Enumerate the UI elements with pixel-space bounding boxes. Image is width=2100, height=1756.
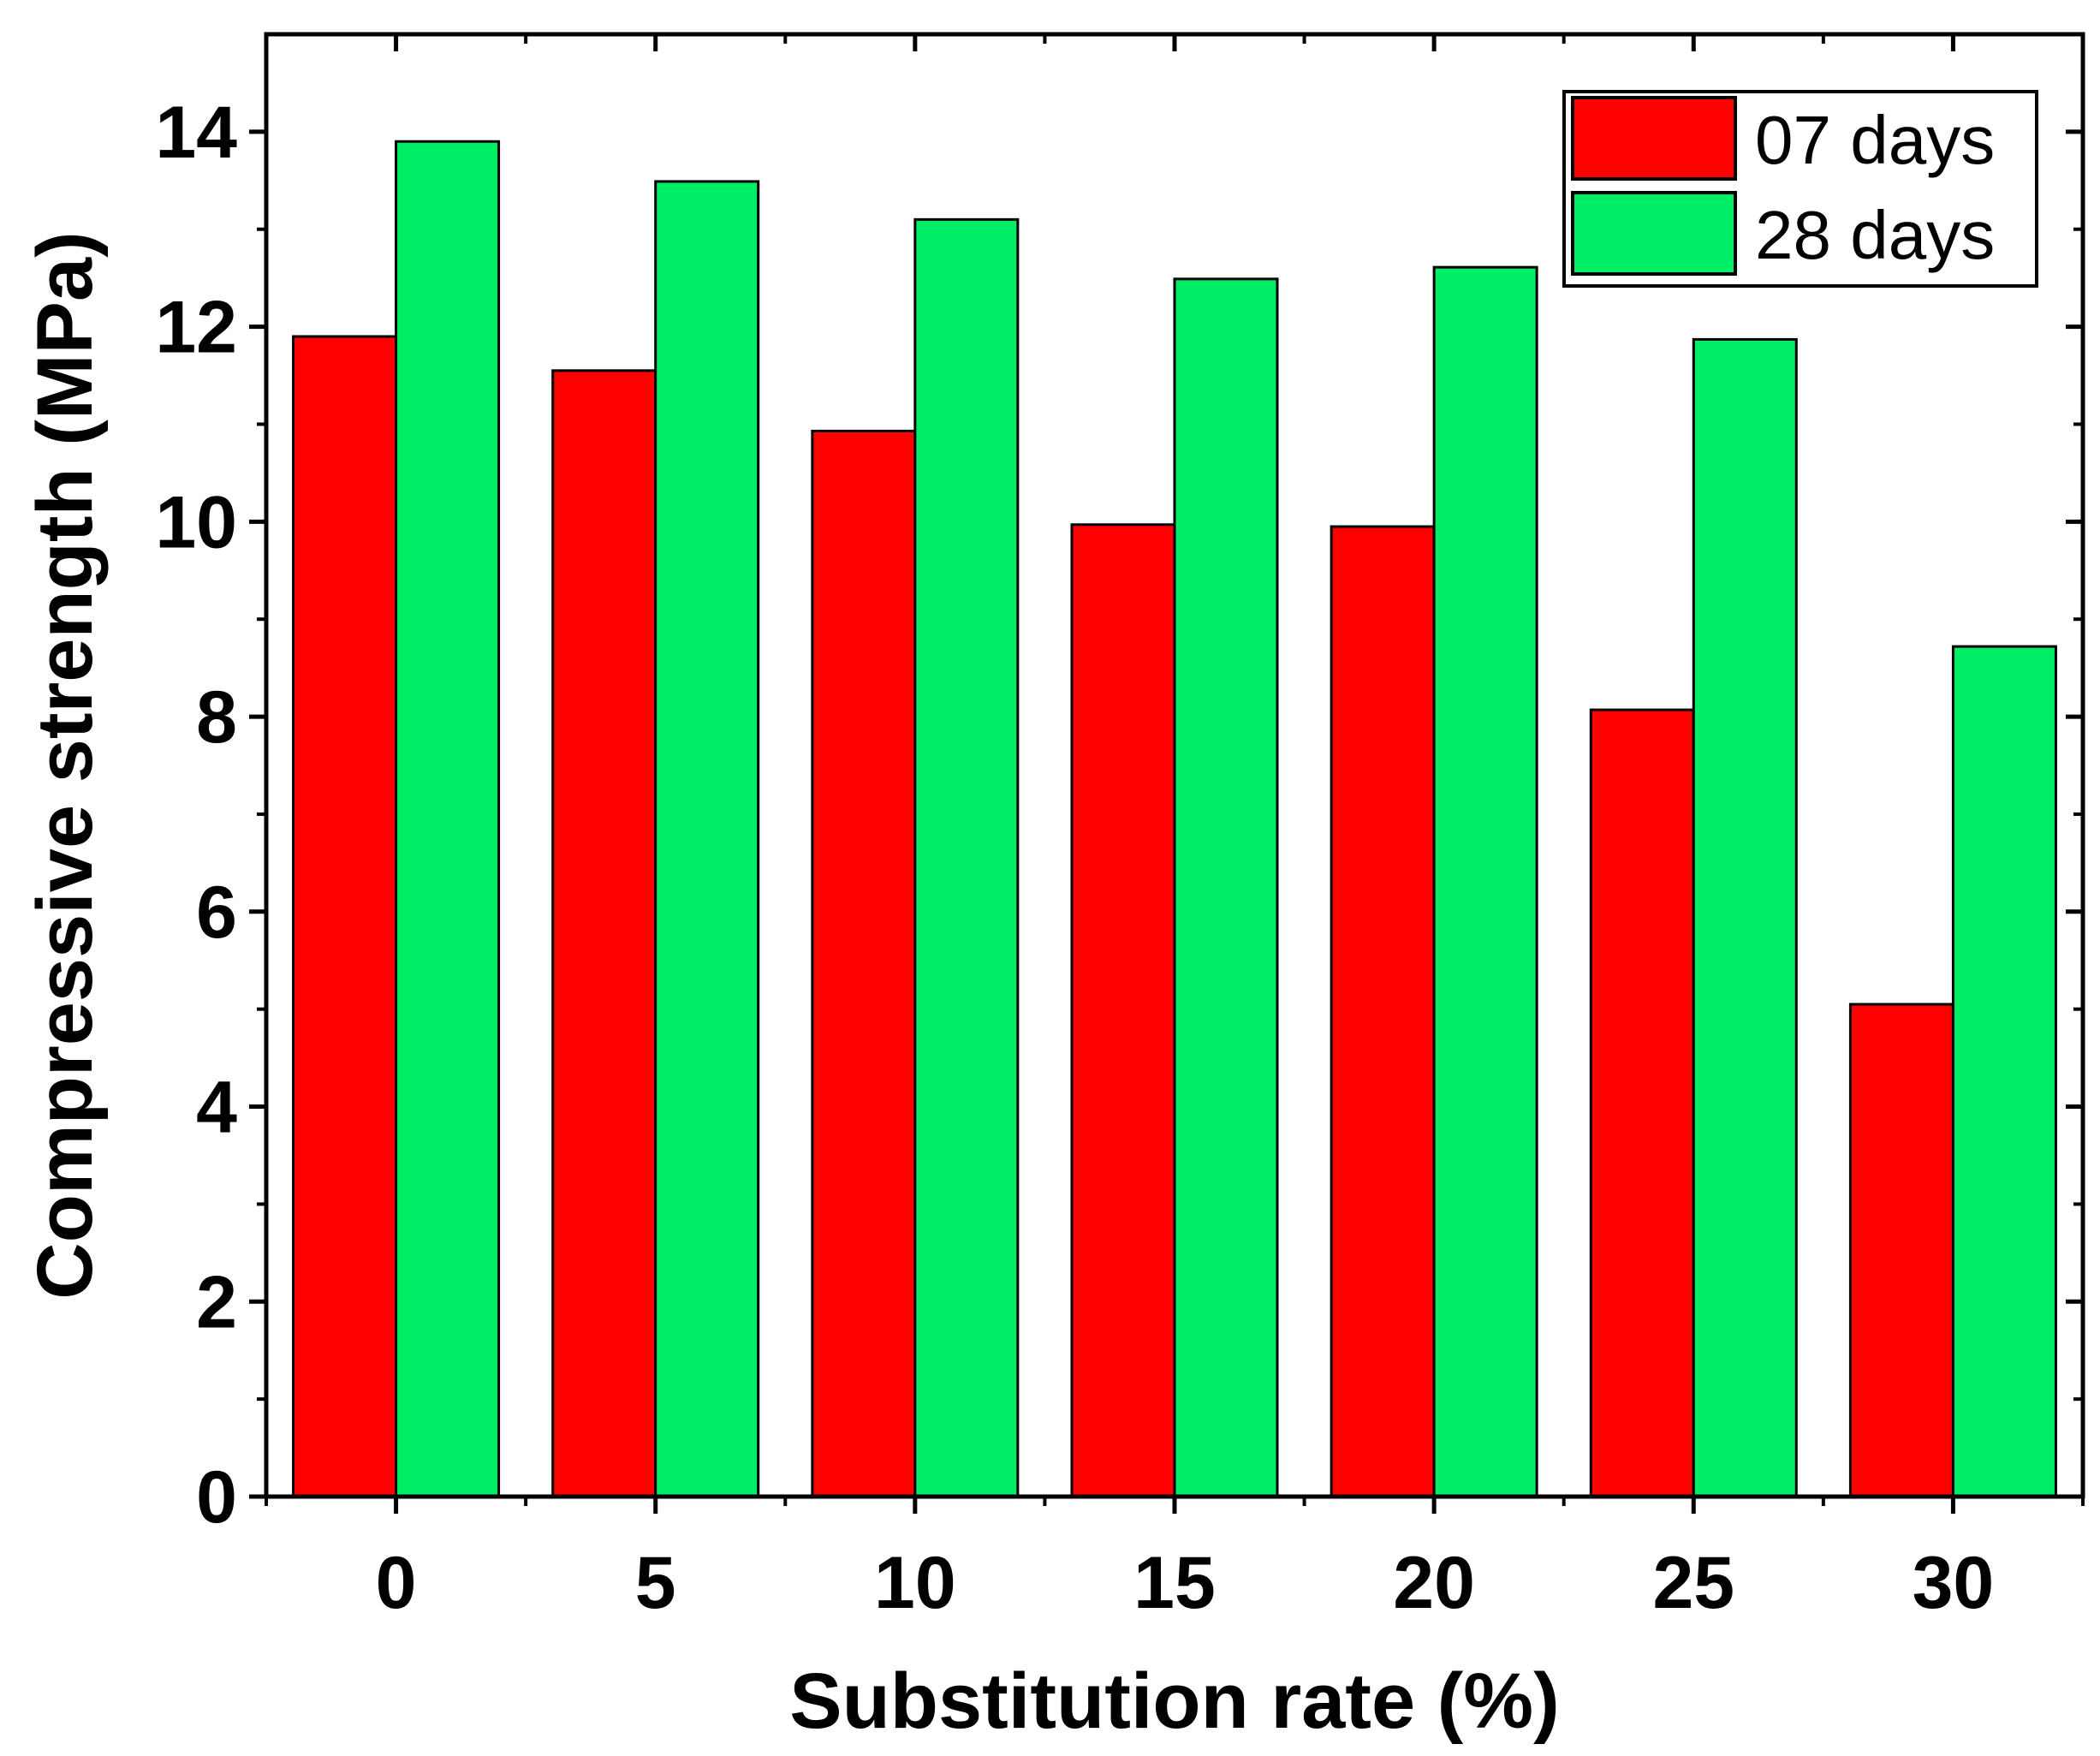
y-tick-label: 0 <box>196 1456 237 1539</box>
ticks-layer <box>249 34 2085 1514</box>
legend-swatch-28-days <box>1571 191 1737 276</box>
bar-28-days-15 <box>1173 277 1279 1498</box>
x-axis-title: Substitution rate (%) <box>789 1658 1560 1745</box>
legend-swatch-07-days <box>1571 96 1737 181</box>
y-tick-label: 8 <box>196 676 237 759</box>
x-tick-label: 10 <box>874 1542 956 1624</box>
bar-07-days-20 <box>1330 525 1436 1498</box>
legend-label-28-days: 28 days <box>1755 197 1995 273</box>
y-tick-label: 14 <box>155 92 237 174</box>
x-tick-label: 20 <box>1393 1542 1475 1624</box>
x-tick-label: 30 <box>1913 1542 1995 1624</box>
x-tick-label: 0 <box>376 1542 417 1624</box>
bar-28-days-30 <box>1951 645 2057 1498</box>
y-tick-label: 2 <box>196 1261 237 1343</box>
bar-07-days-10 <box>811 429 917 1498</box>
bars-layer <box>292 140 2057 1498</box>
x-tick-label: 5 <box>635 1542 676 1624</box>
y-tick-label: 12 <box>155 287 237 369</box>
bar-07-days-5 <box>551 369 657 1498</box>
tick-labels-layer: 0 2 4 6 8 10 12 14 0 5 10 15 20 25 30 <box>155 92 1994 1624</box>
bar-28-days-20 <box>1432 265 1538 1498</box>
x-tick-label: 25 <box>1652 1542 1734 1624</box>
bar-07-days-30 <box>1848 1003 1954 1498</box>
bar-28-days-10 <box>913 217 1020 1498</box>
bar-07-days-15 <box>1070 523 1176 1498</box>
legend-label-07-days: 07 days <box>1755 102 1995 178</box>
bar-07-days-0 <box>292 335 398 1498</box>
x-tick-label: 15 <box>1133 1542 1216 1624</box>
legend: 07 days 28 days <box>1562 90 2038 288</box>
bar-28-days-25 <box>1692 337 1798 1498</box>
y-axis-title: Compressive strength (MPa) <box>21 231 109 1299</box>
bar-07-days-25 <box>1589 708 1695 1498</box>
y-tick-label: 4 <box>196 1067 237 1149</box>
bar-28-days-5 <box>654 180 760 1498</box>
y-tick-label: 10 <box>155 481 237 563</box>
y-tick-label: 6 <box>196 872 237 954</box>
bar-28-days-0 <box>395 140 501 1498</box>
